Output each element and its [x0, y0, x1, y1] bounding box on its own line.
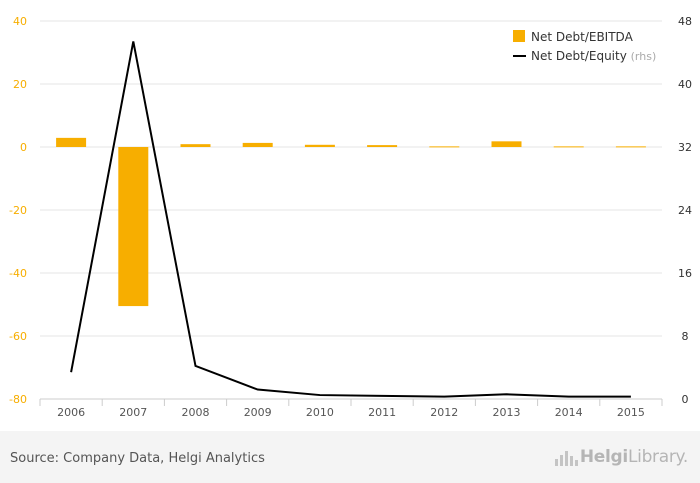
- right-tick-label: 0: [682, 393, 689, 406]
- chart-icon: [554, 451, 578, 466]
- right-tick-label: 16: [678, 267, 692, 280]
- x-tick-label: 2008: [182, 406, 210, 419]
- x-tick-label: 2013: [493, 406, 521, 419]
- bar-2008: [180, 144, 211, 147]
- left-tick-label: -40: [9, 267, 27, 280]
- left-tick-label: 20: [13, 78, 27, 91]
- x-tick-label: 2012: [430, 406, 458, 419]
- right-tick-label: 40: [678, 78, 692, 91]
- right-axis-ticks: 0 8 16 24 32 40 48: [678, 15, 692, 406]
- right-tick-label: 32: [678, 141, 692, 154]
- right-tick-label: 48: [678, 15, 692, 28]
- bar-2015: [615, 146, 646, 148]
- x-tick-label: 2014: [555, 406, 583, 419]
- bar-series: [56, 137, 646, 307]
- left-tick-label: 40: [13, 15, 27, 28]
- legend-label-net-debt-ebitda: Net Debt/EBITDA: [531, 30, 634, 44]
- source-text: Source: Company Data, Helgi Analytics: [10, 451, 265, 466]
- x-tick-label: 2011: [368, 406, 396, 419]
- line-net-debt-equity: [70, 41, 631, 398]
- logo-light: Library.: [627, 447, 688, 467]
- bar-2011: [367, 145, 398, 147]
- bar-2009: [242, 142, 273, 147]
- left-tick-label: -80: [9, 393, 27, 406]
- legend: Net Debt/EBITDA Net Debt/Equity (rhs): [513, 30, 656, 63]
- left-axis-ticks: -80 -60 -40 -20 0 20 40: [9, 15, 27, 406]
- bar-2012: [429, 146, 460, 148]
- legend-rhs-suffix: (rhs): [631, 50, 657, 63]
- x-axis: 2006 2007 2008 2009 2010 2011 2012 2013 2014 2015: [39, 398, 663, 419]
- bar-2006: [56, 137, 87, 147]
- bar-2014: [553, 146, 584, 148]
- logo-bold: Helgi: [579, 447, 628, 467]
- x-tick-label: 2010: [306, 406, 334, 419]
- helgi-library-logo: HelgiLibrary.: [554, 447, 688, 467]
- legend-label-net-debt-equity: Net Debt/Equity (rhs): [531, 49, 656, 63]
- right-tick-label: 8: [682, 330, 689, 343]
- x-tick-label: 2015: [617, 406, 645, 419]
- x-tick-label: 2006: [57, 406, 85, 419]
- line-series: [70, 41, 631, 398]
- left-tick-label: -20: [9, 204, 27, 217]
- bar-2010: [304, 144, 335, 147]
- x-tick-label: 2007: [119, 406, 147, 419]
- left-tick-label: 0: [20, 141, 27, 154]
- x-tick-label: 2009: [244, 406, 272, 419]
- right-tick-label: 24: [678, 204, 692, 217]
- bar-2007: [118, 147, 149, 307]
- legend-bar-swatch: [513, 30, 525, 42]
- footer: Source: Company Data, Helgi Analytics He…: [0, 431, 700, 483]
- bar-2013: [491, 141, 522, 147]
- left-tick-label: -60: [9, 330, 27, 343]
